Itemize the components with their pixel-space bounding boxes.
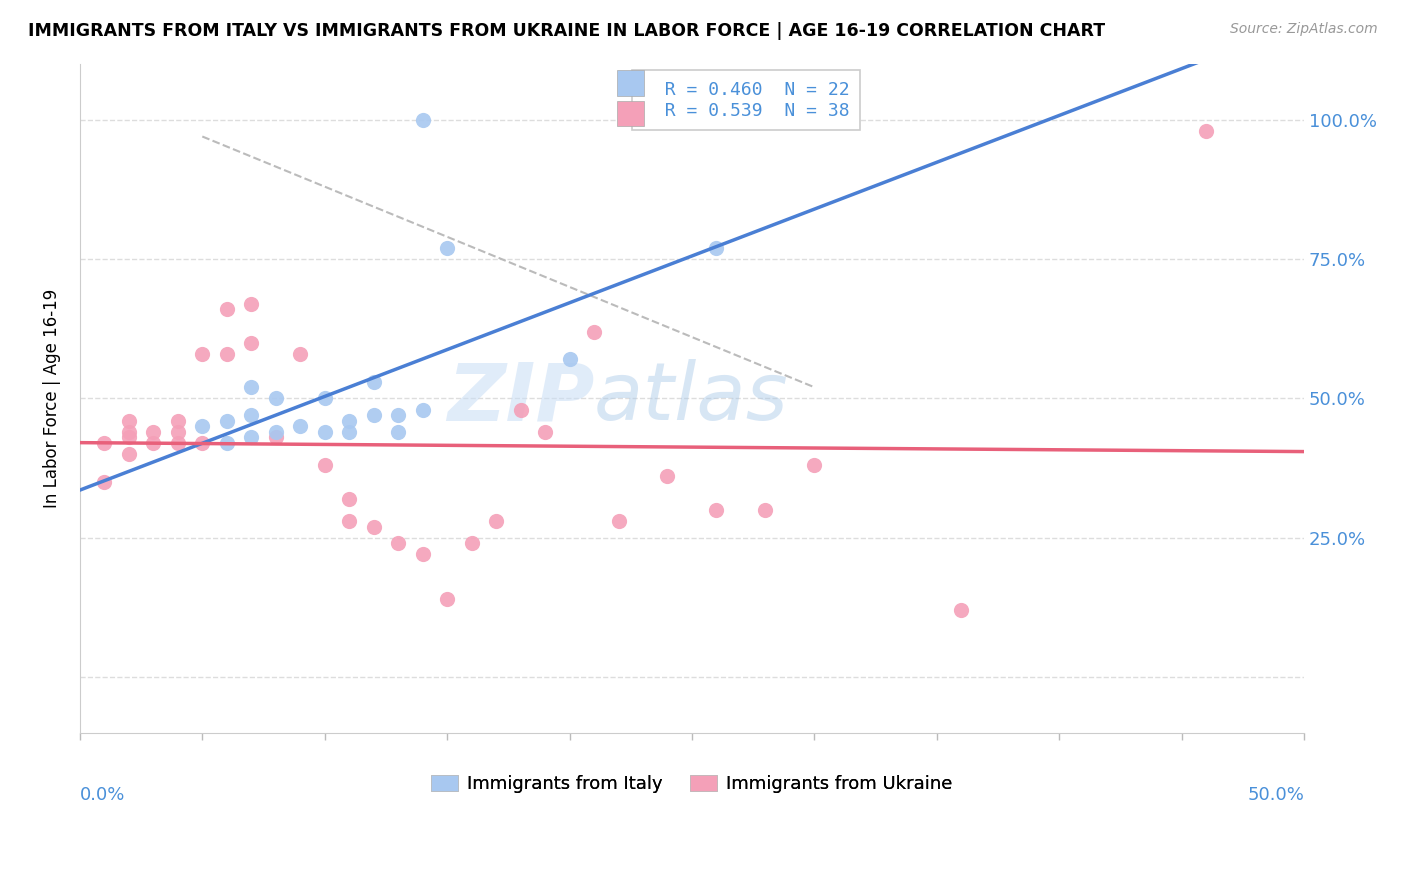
Point [264,425,287,439]
Point [534,425,557,439]
Point [314,425,336,439]
Point [607,514,630,528]
Point [337,425,360,439]
Point [363,408,385,422]
Point [93,436,115,450]
Text: atlas: atlas [595,359,789,437]
Point [509,402,531,417]
Point [337,491,360,506]
Point [387,408,409,422]
Text: 50.0%: 50.0% [1247,786,1305,805]
Text: R = 0.460  N = 22
  R = 0.539  N = 38: R = 0.460 N = 22 R = 0.539 N = 38 [643,81,849,120]
Point [754,503,776,517]
Point [290,419,312,434]
Point [706,241,728,255]
Point [215,302,238,317]
Legend: Immigrants from Italy, Immigrants from Ukraine: Immigrants from Italy, Immigrants from U… [425,768,960,800]
Point [314,392,336,406]
Point [803,458,825,473]
Y-axis label: In Labor Force | Age 16-19: In Labor Force | Age 16-19 [44,289,60,508]
Point [215,414,238,428]
Text: 0.0%: 0.0% [80,786,125,805]
Point [240,296,263,310]
Point [166,436,188,450]
Point [240,380,263,394]
Point [118,425,141,439]
Point [337,514,360,528]
Point [166,414,188,428]
Point [412,548,434,562]
Point [337,414,360,428]
Point [657,469,679,483]
Point [314,458,336,473]
Text: ZIP: ZIP [447,359,595,437]
Point [387,536,409,550]
Point [191,419,214,434]
Point [264,392,287,406]
Point [240,430,263,444]
Point [412,112,434,127]
Point [264,430,287,444]
Point [363,519,385,533]
Point [166,425,188,439]
Point [436,241,458,255]
Point [118,447,141,461]
Point [240,408,263,422]
Point [118,430,141,444]
Point [93,475,115,489]
FancyBboxPatch shape [617,101,644,126]
Point [485,514,508,528]
Text: IMMIGRANTS FROM ITALY VS IMMIGRANTS FROM UKRAINE IN LABOR FORCE | AGE 16-19 CORR: IMMIGRANTS FROM ITALY VS IMMIGRANTS FROM… [28,22,1105,40]
Point [558,352,581,367]
Point [460,536,482,550]
Point [583,325,606,339]
Point [215,347,238,361]
Point [412,402,434,417]
Point [706,503,728,517]
FancyBboxPatch shape [617,70,644,95]
Point [436,591,458,606]
Point [1195,124,1218,138]
Point [240,335,263,350]
Text: Source: ZipAtlas.com: Source: ZipAtlas.com [1230,22,1378,37]
Point [118,414,141,428]
Point [191,347,214,361]
Point [363,375,385,389]
Point [387,425,409,439]
Point [142,436,165,450]
Point [215,436,238,450]
Point [191,436,214,450]
Point [290,347,312,361]
Point [950,603,973,617]
Point [142,425,165,439]
